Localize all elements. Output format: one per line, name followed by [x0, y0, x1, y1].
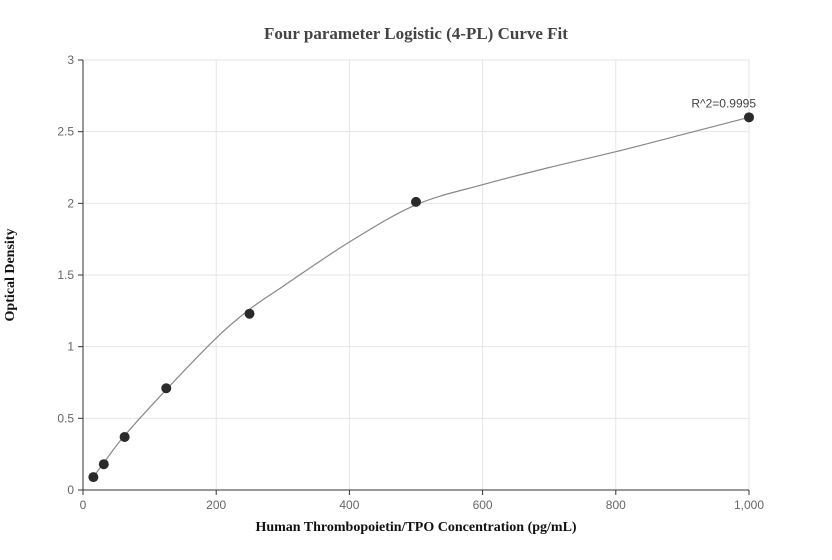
axis-layer [78, 59, 750, 495]
data-point[interactable] [161, 383, 172, 394]
y-tick-label: 2 [67, 196, 74, 210]
data-point[interactable] [98, 459, 109, 470]
x-tick-label: 600 [473, 498, 493, 512]
data-point[interactable] [744, 112, 754, 123]
y-tick-label: 2.5 [57, 125, 74, 139]
r-squared-annotation: R^2=0.9995 [691, 96, 756, 110]
label-layer: 0 200 400 600 800 1,000 0 0.5 1 1.5 2 2.5 3 R^2=0.999… [57, 53, 764, 512]
y-tick-label: 1.5 [57, 268, 74, 282]
data-point[interactable] [244, 308, 255, 319]
y-tick-label: 0.5 [57, 411, 74, 425]
y-tick-label: 3 [67, 53, 74, 67]
x-tick-label: 400 [339, 498, 359, 512]
data-point[interactable] [411, 196, 421, 207]
x-axis-title: Human Thrombopoietin/TPO Concentration (… [255, 520, 576, 535]
x-tick-label: 1,000 [734, 498, 764, 512]
data-point[interactable] [119, 431, 130, 442]
curve-layer [92, 116, 750, 478]
fit-curve [92, 116, 750, 478]
chart-title: Four parameter Logistic (4-PL) Curve Fit [264, 24, 568, 43]
y-tick-label: 0 [67, 483, 74, 497]
data-point[interactable] [88, 472, 99, 483]
y-axis-title: Optical Density [3, 229, 18, 322]
x-tick-label: 0 [80, 498, 87, 512]
x-tick-label: 800 [606, 498, 626, 512]
point-layer [88, 112, 754, 483]
y-tick-label: 1 [67, 340, 74, 354]
grid-layer [83, 59, 750, 490]
x-tick-label: 200 [206, 498, 226, 512]
